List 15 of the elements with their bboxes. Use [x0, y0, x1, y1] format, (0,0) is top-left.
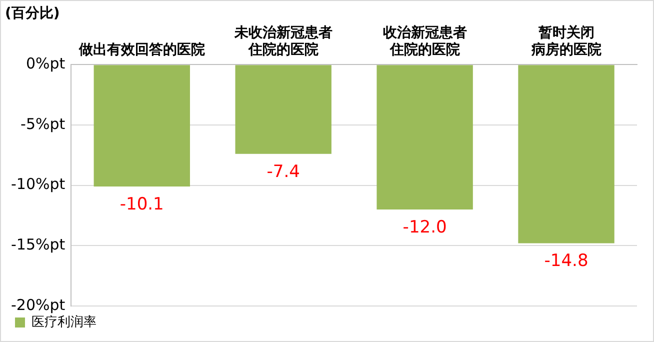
y-tick-label: -20%pt: [11, 296, 66, 314]
y-axis-title: (百分比): [5, 6, 60, 22]
data-label: -12.0: [402, 217, 447, 238]
legend-label: 医疗利润率: [32, 314, 96, 330]
x-tick-label: 收治新冠患者住院的医院: [382, 24, 467, 58]
y-tick-label: -15%pt: [11, 236, 66, 254]
x-tick-label: 未收治新冠患者住院的医院: [233, 24, 332, 58]
y-tick-label: 0%pt: [26, 54, 66, 72]
y-tick-label: -5%pt: [20, 114, 66, 133]
x-tick-label: 做出有效回答的医院: [78, 40, 205, 58]
x-tick-label: 暂时关闭病房的医院: [530, 24, 602, 58]
y-tick-label: -10%pt: [11, 175, 66, 194]
data-label: -14.8: [544, 251, 588, 272]
data-label: -10.1: [120, 194, 164, 214]
data-label: -7.4: [266, 162, 300, 182]
